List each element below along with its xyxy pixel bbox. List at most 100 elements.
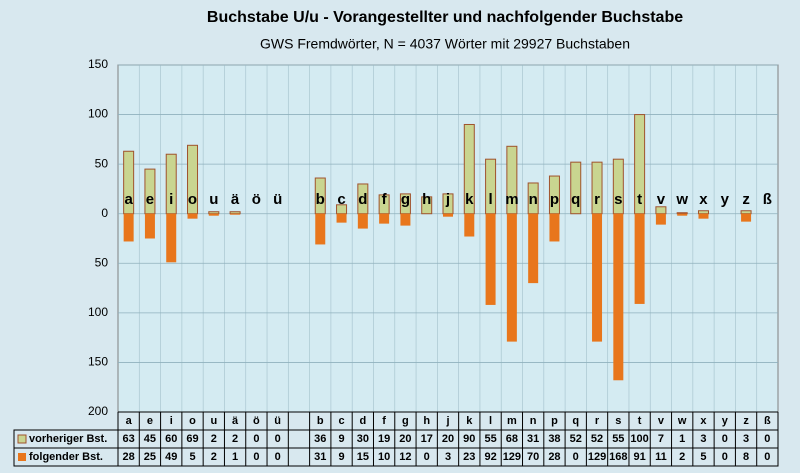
y-tick-label: 150 bbox=[88, 355, 108, 369]
table-header: q bbox=[572, 415, 579, 427]
table-cell: 0 bbox=[253, 433, 259, 445]
table-cell: 30 bbox=[357, 433, 369, 445]
bar bbox=[229, 211, 241, 215]
table-cell: 36 bbox=[314, 433, 326, 445]
category-letter: s bbox=[614, 191, 622, 208]
table-header: k bbox=[466, 415, 473, 427]
table-cell: 68 bbox=[506, 433, 518, 445]
category-letter: e bbox=[146, 191, 154, 208]
table-header: e bbox=[147, 415, 153, 427]
bar bbox=[697, 210, 709, 215]
table-cell: 15 bbox=[357, 451, 369, 463]
table-header: h bbox=[423, 415, 430, 427]
table-cell: 92 bbox=[484, 451, 496, 463]
table-cell: 11 bbox=[655, 451, 667, 463]
table-header: s bbox=[615, 415, 621, 427]
bar bbox=[613, 213, 624, 381]
plot-area bbox=[117, 64, 779, 413]
bar bbox=[208, 211, 220, 215]
table-cell: 3 bbox=[743, 433, 749, 445]
bar bbox=[421, 196, 433, 215]
table-cell: 5 bbox=[700, 451, 706, 463]
table-header: a bbox=[126, 415, 133, 427]
category-letter: f bbox=[382, 191, 388, 208]
table-cell: 20 bbox=[442, 433, 454, 445]
bar bbox=[676, 212, 688, 215]
bar bbox=[528, 213, 539, 284]
table-cell: 0 bbox=[275, 451, 281, 463]
category-letter: i bbox=[169, 191, 173, 208]
bar bbox=[570, 161, 582, 215]
table-cell: 38 bbox=[548, 433, 560, 445]
table-cell: 17 bbox=[421, 433, 433, 445]
table-cell: 0 bbox=[424, 451, 430, 463]
table-cell: 8 bbox=[743, 451, 749, 463]
table-cell: 3 bbox=[445, 451, 451, 463]
category-letter: c bbox=[337, 191, 345, 208]
bar bbox=[485, 213, 496, 305]
table-cell: 28 bbox=[123, 451, 135, 463]
table-cell: 52 bbox=[570, 433, 582, 445]
category-letter: w bbox=[675, 191, 688, 208]
y-tick-label: 100 bbox=[88, 305, 108, 319]
bar bbox=[357, 213, 368, 229]
category-letter: ß bbox=[763, 191, 772, 208]
category-letter: a bbox=[124, 191, 133, 208]
category-letter: p bbox=[550, 191, 559, 208]
y-tick-label: 200 bbox=[88, 404, 108, 418]
table-cell: 5 bbox=[189, 451, 195, 463]
category-letter: n bbox=[529, 191, 538, 208]
bar bbox=[740, 210, 752, 215]
bar bbox=[230, 213, 241, 215]
table-cell: 63 bbox=[123, 433, 135, 445]
table-cell: 2 bbox=[232, 433, 238, 445]
bar bbox=[166, 213, 177, 263]
category-letter: o bbox=[188, 191, 197, 208]
y-tick-label: 150 bbox=[88, 57, 108, 71]
table-cell: 45 bbox=[144, 433, 156, 445]
table-header: c bbox=[338, 415, 344, 427]
category-letter: d bbox=[358, 191, 367, 208]
table-cell: 60 bbox=[165, 433, 177, 445]
table-header: b bbox=[317, 415, 324, 427]
table-cell: 9 bbox=[338, 433, 344, 445]
category-letter: j bbox=[445, 191, 450, 208]
bar bbox=[464, 213, 475, 237]
table-header: x bbox=[700, 415, 707, 427]
chart-title: Buchstabe U/u - Vorangestellter und nach… bbox=[207, 9, 683, 26]
bar bbox=[655, 213, 666, 225]
table-cell: 20 bbox=[399, 433, 411, 445]
bar bbox=[187, 213, 198, 219]
bar bbox=[634, 213, 645, 304]
table-cell: 91 bbox=[633, 451, 645, 463]
bar bbox=[379, 213, 390, 224]
table-cell: 0 bbox=[275, 433, 281, 445]
legend-swatch bbox=[18, 453, 26, 461]
table-cell: 49 bbox=[165, 451, 177, 463]
category-letter: z bbox=[742, 191, 750, 208]
y-tick-label: 50 bbox=[95, 255, 109, 269]
table-header: n bbox=[530, 415, 537, 427]
category-letter: b bbox=[316, 191, 325, 208]
category-letter: r bbox=[594, 191, 600, 208]
bar bbox=[208, 213, 219, 216]
table-cell: 90 bbox=[463, 433, 475, 445]
table-header: ü bbox=[274, 415, 281, 427]
category-letter: m bbox=[505, 191, 518, 208]
bar bbox=[698, 213, 709, 219]
table-cell: 0 bbox=[764, 433, 770, 445]
category-letter: q bbox=[571, 191, 580, 208]
category-letter: y bbox=[721, 191, 730, 208]
table-cell: 0 bbox=[722, 451, 728, 463]
bar bbox=[123, 213, 134, 242]
table-cell: 23 bbox=[463, 451, 475, 463]
table-header: w bbox=[677, 415, 687, 427]
bar bbox=[144, 213, 155, 239]
table-header: l bbox=[489, 415, 492, 427]
table-cell: 70 bbox=[527, 451, 539, 463]
table-cell: 0 bbox=[722, 433, 728, 445]
bar bbox=[400, 213, 411, 226]
table-cell: 129 bbox=[588, 451, 606, 463]
bar bbox=[677, 213, 688, 216]
legend-label: folgender Bst. bbox=[29, 451, 103, 463]
